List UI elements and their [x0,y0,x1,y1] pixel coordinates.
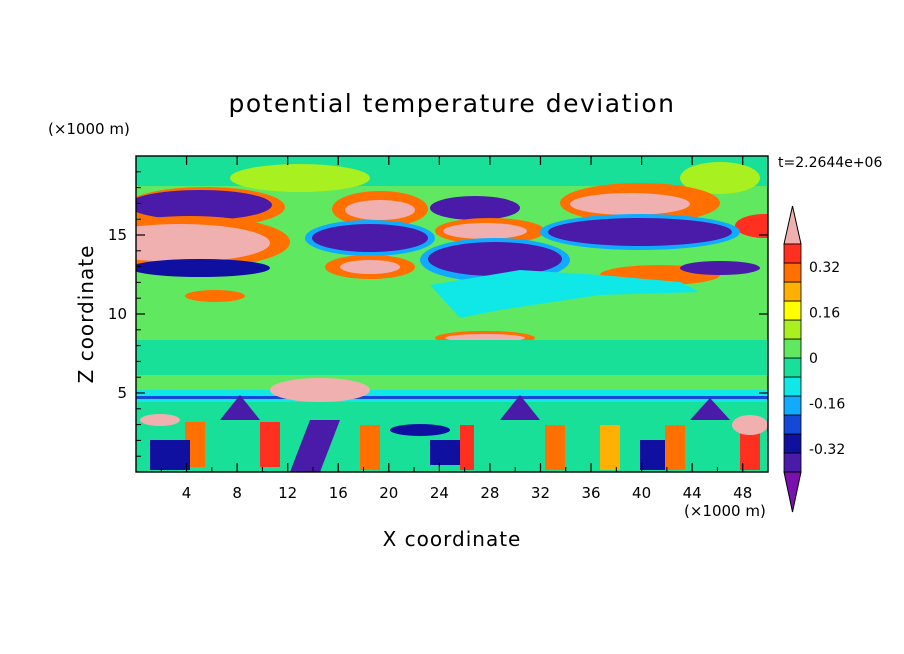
x-tick-label: 32 [531,484,550,502]
colorbar-segment [783,281,802,302]
contour-region [260,422,280,467]
contour-region [345,200,415,220]
contour-region [430,196,520,220]
contour-region [340,260,400,274]
y-tick-label: 15 [108,226,127,244]
contour-region [136,224,270,262]
contour-region [732,415,768,435]
x-axis: 4 8 12 16 20 24 28 32 36 40 44 48 [160,156,752,502]
x-tick-label: 16 [329,484,348,502]
colorbar-top-triangle [783,205,802,245]
y-tick-label: 10 [108,305,127,323]
colorbar-segment [783,300,802,321]
colorbar-segment [783,319,802,340]
contour-region [500,395,540,420]
contour-region [136,156,768,186]
colorbar-segment [783,414,802,435]
contour-region [428,242,562,276]
x-axis-label: X coordinate [383,527,522,551]
contour-region [665,425,685,470]
colorbar-segment [783,395,802,416]
contour-region [360,425,380,470]
colorbar-label: 0.32 [809,260,840,276]
contour-region [430,270,700,318]
contour-region [185,290,245,302]
colorbar-segment [783,338,802,359]
colorbar-segment [783,376,802,397]
contour-region [430,440,460,465]
contour-region [548,218,732,246]
contour-region [150,440,190,470]
contour-region [690,398,730,420]
x-tick-label: 36 [581,484,600,502]
contour-field [136,156,768,472]
y-tick-label: 5 [117,384,127,402]
colorbar [783,205,802,513]
contour-region [136,340,768,375]
y-unit-label: (×1000 m) [48,120,130,138]
contour-region [290,420,340,472]
x-tick-label: 44 [683,484,702,502]
x-tick-label: 8 [232,484,242,502]
contour-region [136,259,270,277]
contour-region [220,395,260,420]
colorbar-segment [783,357,802,378]
x-tick-label: 4 [182,484,192,502]
colorbar-labels: 0.32 0.16 0 -0.16 -0.32 [809,260,845,458]
x-tick-label: 48 [733,484,752,502]
contour-region [312,224,428,252]
colorbar-segment [783,243,802,264]
colorbar-label: 0 [809,351,818,367]
x-tick-label: 20 [379,484,398,502]
contour-region [136,396,768,399]
contour-region [640,440,665,470]
colorbar-label: -0.16 [809,397,845,413]
contour-region [545,425,565,470]
contour-region [230,164,370,192]
contour-region [140,414,180,426]
contour-region [680,162,760,194]
contour-region [600,425,620,470]
contour-region [680,261,760,275]
contour-region [460,425,474,470]
time-label: t=2.2644e+06 [778,155,882,171]
contour-region [740,425,760,470]
contour-region [443,223,527,239]
colorbar-segment [783,452,802,473]
contour-region [270,378,370,402]
colorbar-segment [783,262,802,283]
y-axis: 5 10 15 [108,171,768,457]
x-tick-label: 12 [278,484,297,502]
x-tick-label: 40 [632,484,651,502]
y-axis-label: Z coordinate [74,245,98,384]
chart-title: potential temperature deviation [229,89,676,118]
contour-region [735,214,768,238]
colorbar-label: 0.16 [809,305,840,321]
contour-region [570,193,690,215]
colorbar-bottom-triangle [783,471,802,513]
colorbar-label: -0.32 [809,442,845,458]
contour-region [390,424,450,436]
contour-region [136,190,272,220]
colorbar-segment [783,433,802,454]
x-tick-label: 24 [430,484,449,502]
x-tick-label: 28 [480,484,499,502]
x-unit-label: (×1000 m) [684,502,766,520]
